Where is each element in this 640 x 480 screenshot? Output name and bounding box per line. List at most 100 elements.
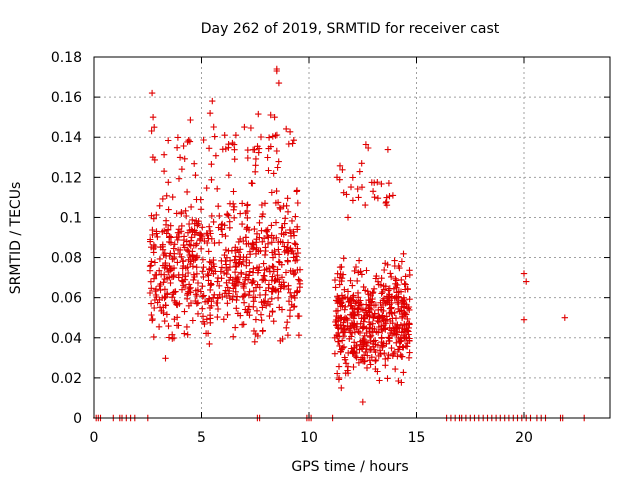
data-point <box>161 286 169 293</box>
data-point <box>163 275 171 282</box>
data-point <box>282 215 289 222</box>
data-point <box>201 298 209 305</box>
data-point <box>230 333 237 340</box>
data-point <box>331 276 339 284</box>
data-point <box>359 357 367 365</box>
data-point <box>260 235 268 242</box>
data-point <box>167 239 175 246</box>
data-point <box>207 230 214 237</box>
data-point <box>371 194 378 201</box>
data-point <box>183 188 191 196</box>
data-point <box>165 206 172 213</box>
data-point <box>244 307 251 315</box>
data-point <box>350 363 357 371</box>
data-point <box>163 230 170 237</box>
data-point <box>228 247 236 254</box>
data-point <box>193 264 200 271</box>
data-point <box>174 236 181 244</box>
data-point <box>263 302 270 309</box>
data-point <box>281 283 288 290</box>
data-point <box>344 288 352 295</box>
data-point <box>260 276 267 283</box>
data-point <box>231 203 238 210</box>
data-point <box>238 220 246 228</box>
plot-frame <box>93 56 611 419</box>
data-point <box>378 314 386 321</box>
data-point <box>343 315 350 322</box>
data-point <box>272 132 279 139</box>
data-point <box>190 271 197 278</box>
data-point <box>180 142 187 150</box>
data-point <box>153 228 160 235</box>
data-point <box>240 292 248 300</box>
data-point <box>368 179 375 186</box>
data-point <box>151 304 158 312</box>
data-point <box>363 309 370 316</box>
data-point <box>197 245 205 252</box>
data-point <box>232 132 240 139</box>
data-point <box>251 225 258 233</box>
data-point <box>244 146 251 154</box>
data-point <box>253 230 261 237</box>
data-point <box>389 352 396 359</box>
data-point <box>272 199 280 207</box>
y-tick-label: 0 <box>73 411 82 427</box>
data-point <box>152 286 160 293</box>
data-point <box>268 239 275 246</box>
data-point <box>370 285 378 292</box>
data-point <box>269 249 276 256</box>
data-point <box>269 285 276 292</box>
data-point <box>255 110 262 118</box>
data-point <box>165 268 172 276</box>
data-point <box>249 269 257 276</box>
data-point <box>366 333 374 341</box>
data-point <box>382 362 389 369</box>
data-point <box>275 239 282 246</box>
data-point <box>396 264 403 272</box>
data-point <box>265 234 272 241</box>
data-point <box>226 200 234 207</box>
data-point <box>189 248 196 255</box>
data-point <box>398 303 405 310</box>
data-point <box>371 346 378 353</box>
data-point <box>352 300 359 307</box>
data-point <box>182 265 189 272</box>
data-point <box>295 332 303 339</box>
data-point <box>239 200 246 207</box>
data-point <box>375 281 382 288</box>
data-point <box>157 271 165 278</box>
data-point <box>250 327 258 335</box>
data-point <box>174 229 182 236</box>
data-point <box>206 340 213 348</box>
y-tick-label: 0.12 <box>51 170 82 186</box>
data-point <box>357 297 364 304</box>
data-point <box>191 160 198 167</box>
data-point <box>257 247 264 254</box>
x-axis-label: GPS time / hours <box>291 459 408 475</box>
data-point <box>227 274 234 281</box>
data-point <box>231 214 238 221</box>
data-point <box>232 288 239 295</box>
data-point <box>278 274 286 281</box>
data-point <box>372 275 379 282</box>
data-point <box>233 305 240 312</box>
data-point <box>208 302 215 309</box>
data-point <box>399 353 406 360</box>
y-tick-label: 0.18 <box>51 50 82 66</box>
data-point <box>163 311 171 318</box>
data-point <box>213 299 220 307</box>
data-point <box>221 222 228 229</box>
data-point <box>159 241 166 248</box>
data-point <box>265 167 272 174</box>
data-point <box>249 277 256 285</box>
data-point <box>292 241 299 248</box>
data-point <box>379 288 386 296</box>
data-point <box>208 176 215 183</box>
data-point <box>222 232 229 240</box>
data-point <box>193 240 200 247</box>
data-point <box>205 145 213 152</box>
data-point <box>200 292 207 299</box>
data-point <box>391 348 398 356</box>
data-point <box>246 288 253 295</box>
data-point <box>372 301 380 309</box>
